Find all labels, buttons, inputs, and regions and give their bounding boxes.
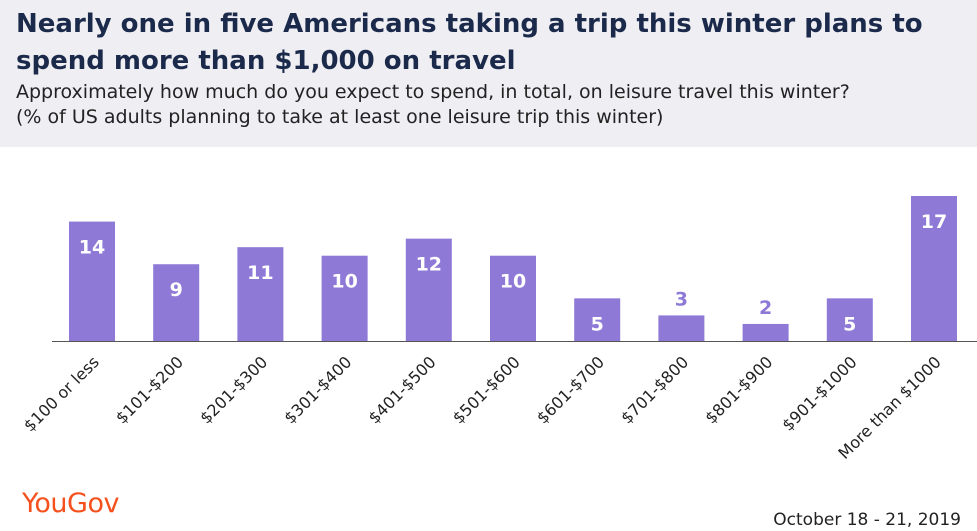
- x-tick-label-7: $701-$800: [617, 352, 692, 427]
- x-tick-label-1: $101-$200: [112, 352, 187, 427]
- header-panel: Nearly one in five Americans taking a tr…: [0, 0, 977, 147]
- bar-8: [742, 323, 789, 341]
- bar-2: [237, 247, 284, 341]
- yougov-logo: YouGov: [22, 488, 119, 519]
- x-tick-label-6: $601-$700: [533, 352, 608, 427]
- bar-6: [574, 298, 621, 341]
- bar-chart: 14 $100 or less 9 $101-$200 11 $201-$300 10 $30…: [20, 196, 977, 463]
- bar-0: [69, 221, 115, 341]
- data-label-2: 11: [247, 262, 273, 284]
- data-label-3: 10: [331, 271, 357, 293]
- x-tick-label-5: $501-$600: [449, 352, 524, 427]
- bar-3: [321, 255, 368, 341]
- bar-5: [490, 255, 536, 341]
- data-label-0: 14: [79, 237, 105, 259]
- subtitle-question: Approximately how much do you expect to …: [16, 81, 850, 103]
- x-tick-label-4: $401-$500: [365, 352, 440, 427]
- x-tick-label-3: $301-$400: [280, 352, 355, 427]
- data-label-1: 9: [170, 279, 183, 301]
- chart-subtitle: Approximately how much do you expect to …: [16, 80, 966, 130]
- x-tick-label-8: $801-$900: [701, 352, 776, 427]
- bar-1: [153, 264, 200, 341]
- data-label-9: 5: [843, 313, 856, 335]
- survey-date: October 18 - 21, 2019: [773, 510, 961, 530]
- bar-4: [405, 238, 452, 341]
- data-label-10: 17: [921, 211, 947, 233]
- data-label-7: 3: [675, 288, 688, 310]
- bar-9: [826, 298, 873, 341]
- x-tick-label-9: $901-$1000: [778, 352, 860, 434]
- subtitle-base: (% of US adults planning to take at leas…: [16, 106, 664, 128]
- data-label-5: 10: [500, 271, 526, 293]
- x-tick-label-2: $201-$300: [196, 352, 271, 427]
- data-label-6: 5: [591, 313, 604, 335]
- bar-10: [911, 196, 957, 341]
- x-tick-label-0: $100 or less: [20, 352, 103, 435]
- bar-7: [658, 315, 705, 341]
- data-label-8: 2: [759, 297, 772, 319]
- chart-title: Nearly one in five Americans taking a tr…: [16, 9, 923, 76]
- data-label-4: 12: [416, 254, 442, 276]
